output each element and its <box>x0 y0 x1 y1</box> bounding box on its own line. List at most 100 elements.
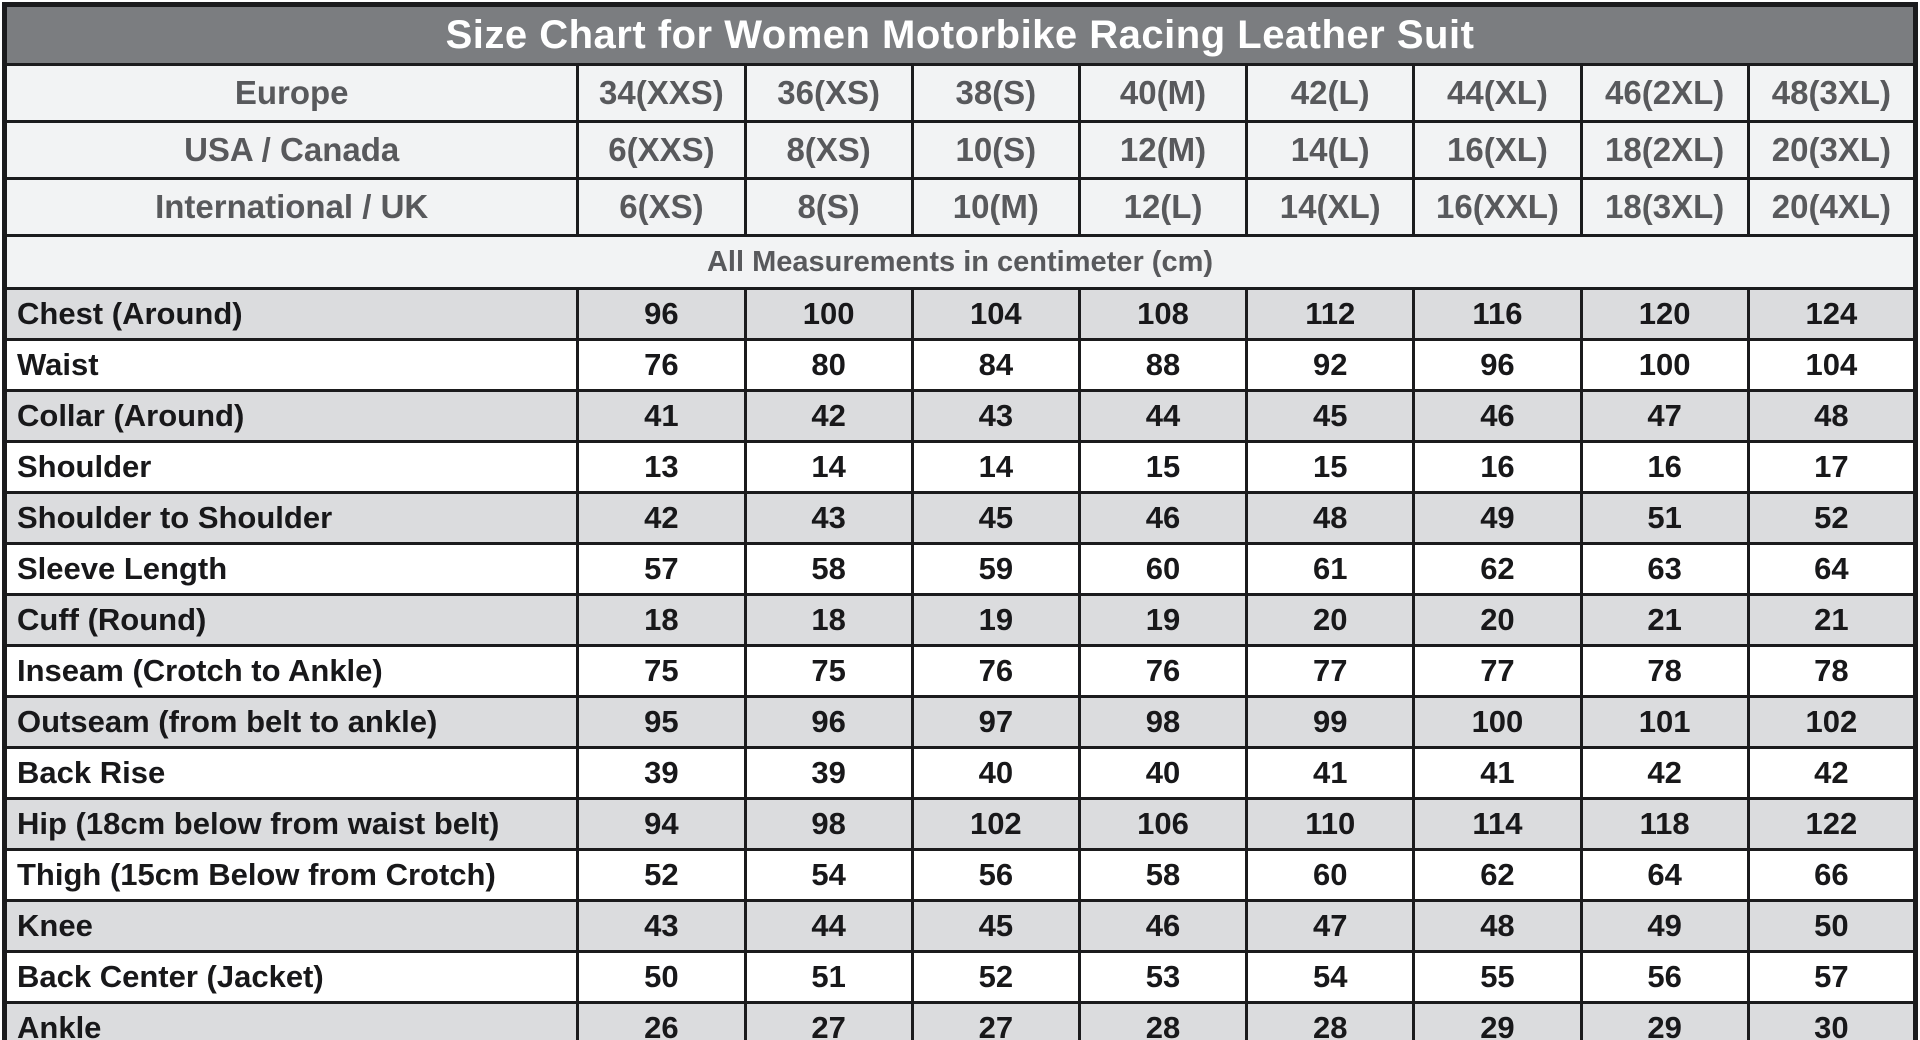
size-value-cell: 6(XXS) <box>576 120 747 180</box>
measurement-value-cell: 14 <box>910 440 1081 494</box>
measurement-value-cell: 102 <box>1746 695 1918 749</box>
measurement-value-cell: 17 <box>1746 440 1918 494</box>
table-row: Thigh (15cm Below from Crotch) 52 54 56 58 6… <box>2 848 1918 902</box>
measurement-value-cell: 60 <box>1077 542 1249 596</box>
table-row: Back Rise 39 39 40 40 41 41 42 42 <box>2 746 1918 800</box>
table-row: Cuff (Round) 18 18 19 19 20 20 21 21 <box>2 593 1918 647</box>
row-label: Chest (Around) <box>2 287 580 341</box>
table-row: Outseam (from belt to ankle) 95 96 97 98 99 1… <box>2 695 1918 749</box>
row-label: Waist <box>2 338 580 392</box>
measurement-value-cell: 48 <box>1746 389 1918 443</box>
size-value-cell: 10(M) <box>910 177 1081 237</box>
measurement-value-cell: 41 <box>576 389 747 443</box>
measurement-value-cell: 62 <box>1412 542 1583 596</box>
measurement-value-cell: 27 <box>910 1001 1081 1040</box>
measurement-value-cell: 45 <box>1245 389 1416 443</box>
measurement-value-cell: 120 <box>1579 287 1750 341</box>
measurement-value-cell: 45 <box>910 491 1081 545</box>
size-value-cell: 40(M) <box>1077 63 1249 123</box>
measurement-value-cell: 54 <box>743 848 914 902</box>
measurement-value-cell: 21 <box>1579 593 1750 647</box>
table-row: Sleeve Length 57 58 59 60 61 62 63 64 <box>2 542 1918 596</box>
page-title: Size Chart for Women Motorbike Racing Le… <box>3 3 1917 66</box>
measurement-value-cell: 94 <box>576 797 747 851</box>
measurement-value-cell: 64 <box>1746 542 1918 596</box>
measurement-value-cell: 64 <box>1579 848 1750 902</box>
measurement-value-cell: 20 <box>1412 593 1583 647</box>
measurement-value-cell: 56 <box>1579 950 1750 1004</box>
measurement-value-cell: 40 <box>1077 746 1249 800</box>
row-label: Collar (Around) <box>2 389 580 443</box>
measurement-value-cell: 98 <box>1077 695 1249 749</box>
size-value-cell: 42(L) <box>1245 63 1416 123</box>
measurement-value-cell: 49 <box>1412 491 1583 545</box>
measurement-value-cell: 104 <box>1746 338 1918 392</box>
measurement-value-cell: 52 <box>576 848 747 902</box>
size-value-cell: 18(2XL) <box>1579 120 1750 180</box>
measurement-value-cell: 75 <box>743 644 914 698</box>
size-value-cell: 20(3XL) <box>1746 120 1918 180</box>
measurement-value-cell: 78 <box>1579 644 1750 698</box>
size-value-cell: 20(4XL) <box>1746 177 1918 237</box>
size-conversion-row: International / UK 6(XS) 8(S) 10(M) 12(L) 14… <box>2 177 1918 237</box>
size-value-cell: 6(XS) <box>576 177 747 237</box>
measurement-value-cell: 27 <box>743 1001 914 1040</box>
measurement-value-cell: 51 <box>1579 491 1750 545</box>
size-conversion-row: Europe 34(XXS) 36(XS) 38(S) 40(M) 42(L) 44(XL… <box>2 63 1918 123</box>
size-chart-body: Size Chart for Women Motorbike Racing Le… <box>2 3 1918 1040</box>
measurement-value-cell: 42 <box>576 491 747 545</box>
measurement-value-cell: 46 <box>1077 491 1249 545</box>
measurement-value-cell: 45 <box>910 899 1081 953</box>
size-value-cell: 8(S) <box>743 177 914 237</box>
size-value-cell: 12(L) <box>1077 177 1249 237</box>
measurement-value-cell: 48 <box>1245 491 1416 545</box>
row-label: USA / Canada <box>2 120 580 180</box>
row-label: International / UK <box>2 177 580 237</box>
row-label: Shoulder <box>2 440 580 494</box>
size-value-cell: 36(XS) <box>743 63 914 123</box>
measurement-value-cell: 52 <box>910 950 1081 1004</box>
table-row: Collar (Around) 41 42 43 44 45 46 47 48 <box>2 389 1918 443</box>
measurement-value-cell: 52 <box>1746 491 1918 545</box>
measurement-value-cell: 114 <box>1412 797 1583 851</box>
note-row: All Measurements in centimeter (cm) <box>3 234 1917 290</box>
measurement-value-cell: 100 <box>743 287 914 341</box>
measurement-value-cell: 108 <box>1077 287 1249 341</box>
measurement-value-cell: 62 <box>1412 848 1583 902</box>
measurement-value-cell: 92 <box>1245 338 1416 392</box>
measurement-value-cell: 44 <box>743 899 914 953</box>
table-row: Back Center (Jacket) 50 51 52 53 54 55 56 57 <box>2 950 1918 1004</box>
measurement-value-cell: 63 <box>1579 542 1750 596</box>
size-value-cell: 44(XL) <box>1412 63 1583 123</box>
measurement-value-cell: 97 <box>910 695 1081 749</box>
measurement-value-cell: 18 <box>576 593 747 647</box>
measurement-value-cell: 46 <box>1412 389 1583 443</box>
measurement-value-cell: 104 <box>910 287 1081 341</box>
measurement-value-cell: 26 <box>576 1001 747 1040</box>
measurement-value-cell: 102 <box>910 797 1081 851</box>
measurement-value-cell: 43 <box>910 389 1081 443</box>
measurement-value-cell: 15 <box>1245 440 1416 494</box>
measurement-value-cell: 106 <box>1077 797 1249 851</box>
measurement-value-cell: 116 <box>1412 287 1583 341</box>
measurement-value-cell: 100 <box>1412 695 1583 749</box>
table-row: Hip (18cm below from waist belt) 94 98 102… <box>2 797 1918 851</box>
measurement-value-cell: 15 <box>1077 440 1249 494</box>
measurement-value-cell: 101 <box>1579 695 1750 749</box>
measurement-value-cell: 66 <box>1746 848 1918 902</box>
size-value-cell: 14(L) <box>1245 120 1416 180</box>
size-value-cell: 8(XS) <box>743 120 914 180</box>
row-label: Europe <box>2 63 580 123</box>
row-label: Back Rise <box>2 746 580 800</box>
measurement-value-cell: 96 <box>1412 338 1583 392</box>
measurement-value-cell: 110 <box>1245 797 1416 851</box>
measurement-value-cell: 43 <box>576 899 747 953</box>
measurement-value-cell: 42 <box>1579 746 1750 800</box>
measurement-value-cell: 50 <box>576 950 747 1004</box>
measurement-value-cell: 39 <box>576 746 747 800</box>
table-row: Ankle 26 27 27 28 28 29 29 30 <box>2 1001 1918 1040</box>
size-conversion-row: USA / Canada 6(XXS) 8(XS) 10(S) 12(M) 14(L) 1… <box>2 120 1918 180</box>
measurement-value-cell: 47 <box>1245 899 1416 953</box>
measurement-value-cell: 88 <box>1077 338 1249 392</box>
